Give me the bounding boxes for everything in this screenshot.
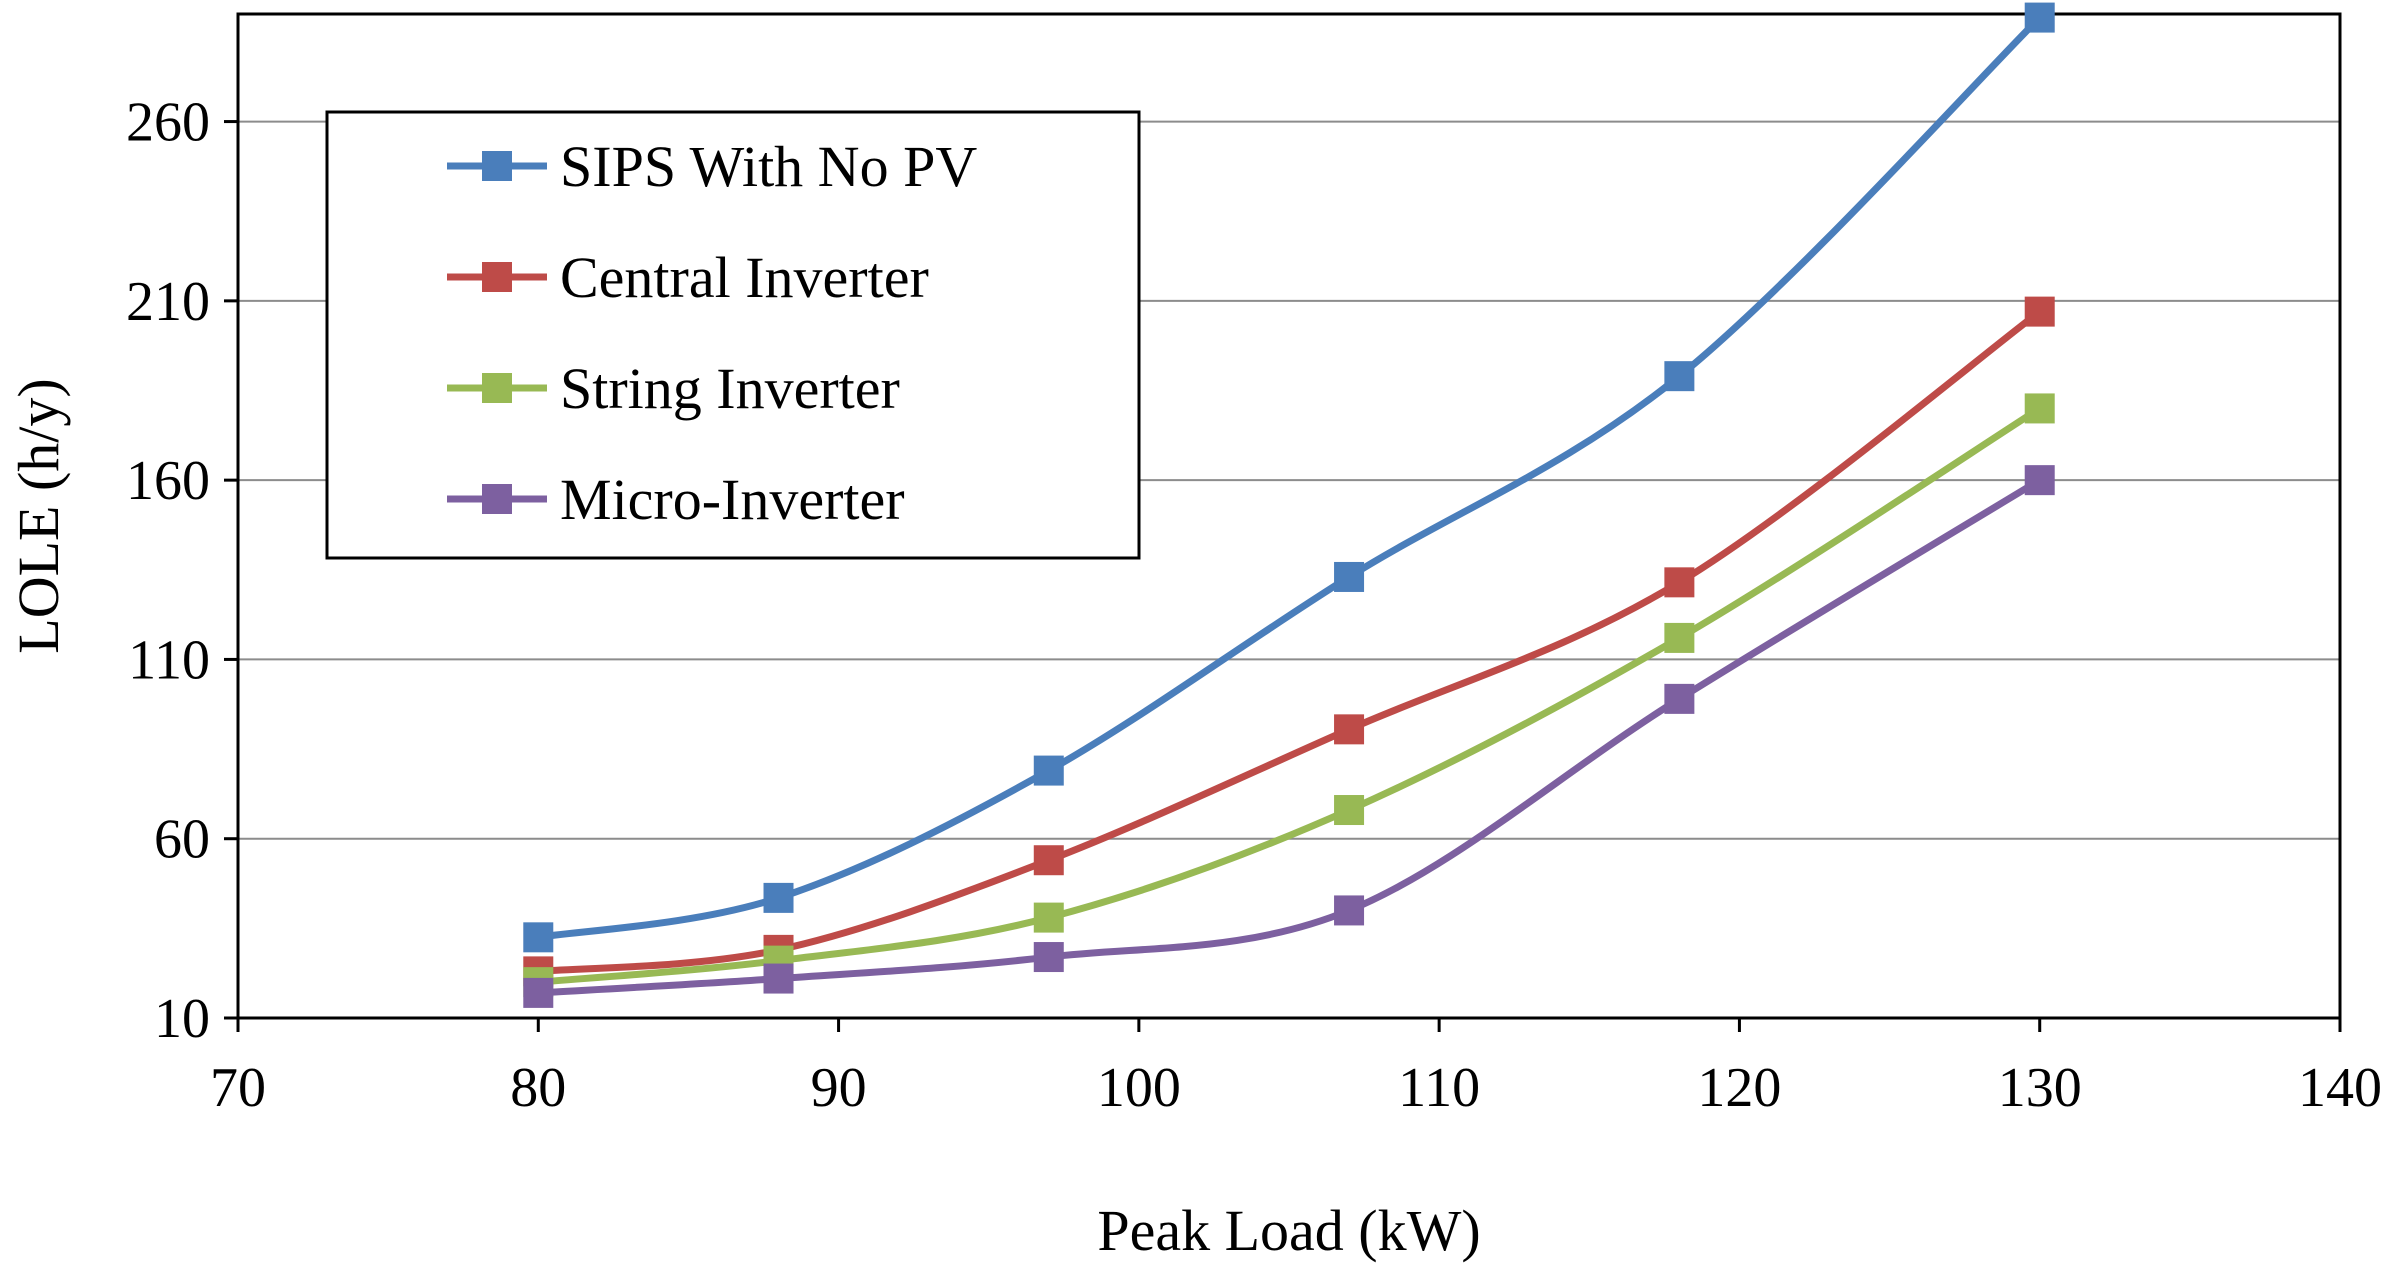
x-tick-label: 100 bbox=[1097, 1057, 1181, 1119]
data-point-marker bbox=[523, 922, 554, 953]
x-tick-label: 120 bbox=[1697, 1057, 1781, 1119]
legend-label: Central Inverter bbox=[560, 245, 929, 310]
series-micro-inverter bbox=[523, 465, 2055, 1008]
data-point-marker bbox=[1664, 361, 1695, 392]
legend-entry: SIPS With No PV bbox=[447, 134, 977, 199]
legend-label: String Inverter bbox=[560, 356, 900, 421]
legend-entry: String Inverter bbox=[447, 356, 900, 421]
data-point-marker bbox=[1033, 942, 1064, 973]
data-point-marker bbox=[1033, 845, 1064, 876]
x-tick-label: 140 bbox=[2298, 1057, 2382, 1119]
y-tick-label: 210 bbox=[126, 271, 210, 333]
x-tick-label: 70 bbox=[210, 1057, 266, 1119]
y-tick-label: 260 bbox=[126, 92, 210, 154]
data-point-marker bbox=[2024, 2, 2055, 33]
x-tick-label: 110 bbox=[1398, 1057, 1480, 1119]
data-point-marker bbox=[1033, 902, 1064, 933]
x-axis-ticks: 70 80 90 100 110 120 130 140 bbox=[210, 1018, 2382, 1119]
y-tick-label: 110 bbox=[128, 629, 210, 691]
data-point-marker bbox=[1664, 622, 1695, 653]
data-point-marker bbox=[763, 882, 794, 913]
series-sips-with-no-pv bbox=[523, 2, 2055, 953]
legend-marker-swatch bbox=[482, 373, 512, 403]
data-point-marker bbox=[2024, 296, 2055, 327]
data-point-marker bbox=[1334, 714, 1365, 745]
y-tick-label: 160 bbox=[126, 450, 210, 512]
data-point-marker bbox=[1334, 795, 1365, 826]
legend-box bbox=[325, 110, 1141, 560]
legend-marker-swatch bbox=[482, 484, 512, 514]
legend-marker-swatch bbox=[482, 151, 512, 181]
data-point-marker bbox=[523, 977, 554, 1008]
y-tick-label: 10 bbox=[154, 988, 210, 1050]
y-tick-label: 60 bbox=[154, 809, 210, 871]
legend-entry: Central Inverter bbox=[447, 245, 929, 310]
x-axis-title: Peak Load (kW) bbox=[1097, 1198, 1480, 1263]
data-point-marker bbox=[1334, 895, 1365, 926]
legend-label: SIPS With No PV bbox=[560, 134, 977, 199]
x-tick-label: 130 bbox=[1998, 1057, 2082, 1119]
data-point-marker bbox=[1664, 567, 1695, 598]
legend: SIPS With No PV Central Inverter String In… bbox=[325, 110, 1141, 560]
data-point-marker bbox=[1664, 683, 1695, 714]
x-tick-label: 90 bbox=[811, 1057, 867, 1119]
data-point-marker bbox=[1033, 755, 1064, 786]
plot-area-frame bbox=[236, 12, 2342, 1020]
data-point-marker bbox=[763, 963, 794, 994]
data-point-marker bbox=[2024, 465, 2055, 496]
y-axis-title: LOLE (h/y) bbox=[6, 378, 71, 653]
series-lines bbox=[523, 2, 2055, 1008]
data-point-marker bbox=[1334, 561, 1365, 592]
legend-marker-swatch bbox=[482, 262, 512, 292]
data-point-marker bbox=[2024, 393, 2055, 424]
y-axis-ticks: 10 60 110 160 210 260 bbox=[126, 92, 238, 1050]
x-tick-label: 80 bbox=[510, 1057, 566, 1119]
legend-entry: Micro-Inverter bbox=[447, 467, 905, 532]
legend-label: Micro-Inverter bbox=[560, 467, 905, 532]
